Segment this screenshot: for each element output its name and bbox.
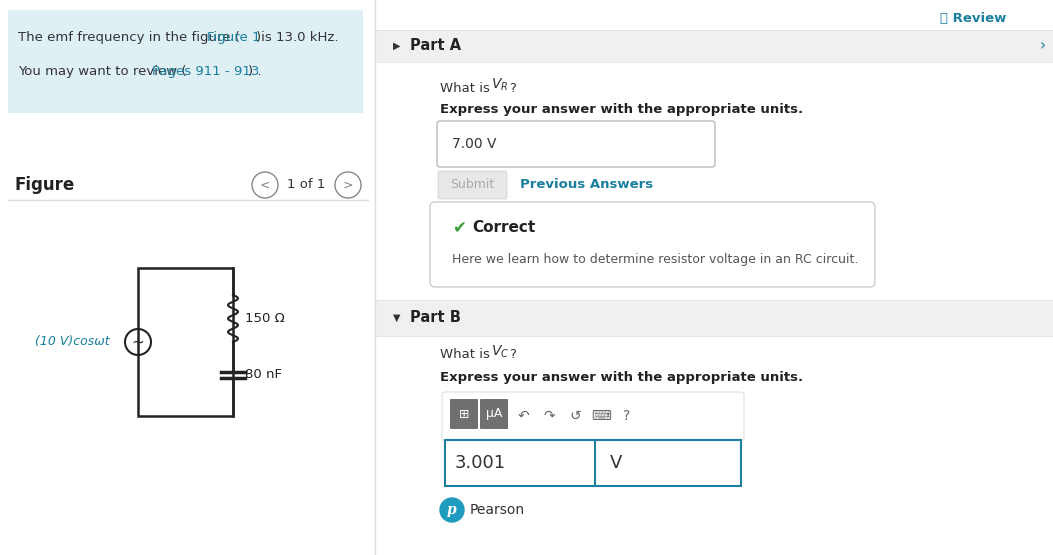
FancyBboxPatch shape [8,10,363,113]
Text: ~: ~ [132,335,144,350]
Text: Express your answer with the appropriate units.: Express your answer with the appropriate… [440,103,803,117]
FancyBboxPatch shape [438,171,506,199]
Text: Part B: Part B [410,310,461,325]
Bar [138,268,233,416]
Text: ▼: ▼ [393,313,400,323]
FancyBboxPatch shape [430,202,875,287]
Text: ↷: ↷ [543,409,555,423]
Text: 1 of 1: 1 of 1 [286,179,325,191]
Text: Figure: Figure [14,176,75,194]
Circle shape [440,498,464,522]
Text: ⧈ Review: ⧈ Review [940,12,1007,24]
Text: $V_R$: $V_R$ [491,77,509,93]
Text: 80 nF: 80 nF [245,369,282,381]
Text: Figure 1: Figure 1 [207,32,260,44]
Text: Express your answer with the appropriate units.: Express your answer with the appropriate… [440,371,803,385]
FancyBboxPatch shape [442,392,744,441]
Text: Correct: Correct [472,220,535,235]
Text: You may want to review (: You may want to review ( [18,65,186,78]
Text: ▶: ▶ [393,41,400,51]
Bar [375,30,1053,62]
Text: Here we learn how to determine resistor voltage in an RC circuit.: Here we learn how to determine resistor … [452,254,858,266]
Text: Pearson: Pearson [470,503,525,517]
Text: ↶: ↶ [517,409,529,423]
Text: ) .: ) . [249,65,261,78]
Text: >: > [342,179,353,191]
Text: μA: μA [485,407,502,421]
Text: $V_C$: $V_C$ [491,344,510,360]
FancyBboxPatch shape [450,399,478,429]
Text: 150 Ω: 150 Ω [245,312,284,325]
Text: 7.00 V: 7.00 V [452,137,497,151]
Text: ⊞: ⊞ [459,407,470,421]
Text: ?: ? [509,82,516,94]
Text: p: p [448,503,457,517]
Text: ›: › [1040,38,1046,53]
Bar [445,440,741,486]
FancyBboxPatch shape [480,399,508,429]
Text: <: < [260,179,271,191]
Text: ✔: ✔ [452,219,465,237]
Text: V: V [610,454,622,472]
Text: The emf frequency in the figure (: The emf frequency in the figure ( [18,32,240,44]
Text: ?: ? [623,409,631,423]
Text: 3.001: 3.001 [455,454,506,472]
Text: (10 V)cosωt: (10 V)cosωt [35,336,110,349]
Bar [375,300,1053,336]
Text: Part A: Part A [410,38,461,53]
FancyBboxPatch shape [437,121,715,167]
Text: What is: What is [440,82,494,94]
Text: ?: ? [509,349,516,361]
Text: )is 13.0 kHz.: )is 13.0 kHz. [256,32,338,44]
Text: ↺: ↺ [570,409,581,423]
Text: What is: What is [440,349,494,361]
Text: Pages 911 - 913: Pages 911 - 913 [152,65,259,78]
Text: Submit: Submit [450,179,494,191]
Text: ⌨: ⌨ [591,409,611,423]
Text: Previous Answers: Previous Answers [520,179,653,191]
